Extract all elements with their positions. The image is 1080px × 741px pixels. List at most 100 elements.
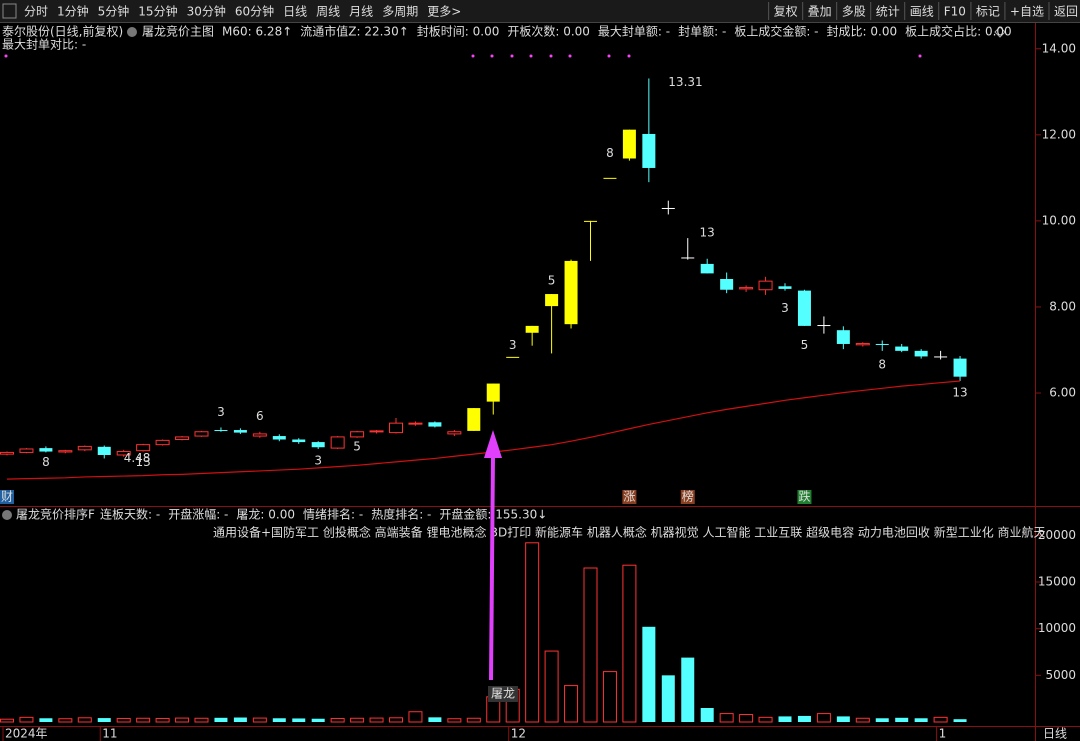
- marker: 跌: [798, 489, 810, 504]
- period-tab[interactable]: 1分钟: [57, 4, 89, 19]
- period-tab[interactable]: 日线: [283, 5, 307, 19]
- toolbar-button[interactable]: 返回: [1054, 5, 1078, 19]
- pointer-arrow-head: [484, 430, 502, 458]
- signal-dot: [471, 54, 475, 58]
- period-tab[interactable]: 多周期: [382, 5, 418, 19]
- candle-body: [369, 430, 384, 433]
- candle-body: [408, 422, 423, 425]
- toolbar-button[interactable]: 画线: [910, 5, 934, 19]
- signal-dot: [607, 54, 611, 58]
- volume-bar: [525, 542, 540, 723]
- candle-body: [622, 129, 636, 159]
- candle-body: [155, 439, 170, 446]
- candle-body: [136, 444, 151, 452]
- annotation: 3: [314, 454, 322, 468]
- volume-bar: [914, 718, 928, 722]
- signal-dot: [529, 54, 533, 58]
- panel-title: 屠龙竞价排序F: [16, 507, 95, 522]
- info-field: 最大封单额: -: [598, 25, 670, 39]
- period-tab[interactable]: 15分钟: [138, 4, 177, 19]
- y-tick-label: 5000: [1045, 668, 1076, 682]
- toolbar-button[interactable]: 统计: [876, 5, 900, 19]
- signal-dot: [510, 54, 514, 58]
- candle-body: [233, 430, 247, 433]
- signal-dot: [4, 54, 8, 58]
- period-tab[interactable]: 5分钟: [98, 4, 130, 19]
- info-field: 流通市值Z: 22.30↑: [300, 24, 409, 39]
- period-tab[interactable]: 月线: [349, 5, 373, 19]
- volume-bar: [583, 567, 598, 723]
- volume-bar: [816, 713, 831, 723]
- candle-body: [39, 448, 53, 452]
- gear-icon[interactable]: [2, 510, 12, 520]
- signal-dot: [918, 54, 922, 58]
- toolbar-button[interactable]: 叠加: [808, 5, 832, 19]
- marker-bg: [680, 490, 695, 504]
- volume-bar: [855, 717, 870, 723]
- marker-bg: [797, 490, 812, 504]
- period-tab[interactable]: 60分钟: [235, 4, 274, 19]
- volume-bar: [836, 716, 850, 722]
- pointer-arrow: [489, 454, 495, 681]
- toolbar-button[interactable]: +自选: [1010, 5, 1044, 19]
- x-tick-label: 12: [511, 727, 526, 741]
- candle-body: [545, 294, 559, 307]
- volume-bar: [700, 708, 714, 722]
- volume-bar: [214, 717, 228, 722]
- candle-body: [875, 343, 889, 345]
- toolbar-button[interactable]: 复权: [774, 5, 798, 19]
- annotation: 8: [42, 455, 50, 469]
- volume-bar: [602, 671, 617, 723]
- period-tab[interactable]: 分时: [24, 5, 48, 19]
- candle-body: [758, 280, 773, 291]
- candle-body: [447, 431, 462, 435]
- indicator-name: 屠龙竞价主图: [142, 25, 214, 39]
- y-tick-label: 8.00: [1049, 299, 1076, 313]
- volume-bar: [778, 716, 792, 722]
- volume-bar: [739, 714, 754, 723]
- annotation: 13.31: [668, 75, 702, 89]
- volume-bar: [895, 717, 909, 722]
- volume-bar: [953, 719, 967, 722]
- info-field: 封成比: 0.00: [827, 25, 898, 39]
- candle-body: [603, 177, 617, 179]
- volume-bar: [194, 717, 209, 723]
- marker: 涨: [623, 489, 635, 504]
- volume-bar: [175, 717, 190, 723]
- annotation: 13: [136, 455, 151, 469]
- arrow-label: 屠龙: [491, 687, 515, 701]
- candle-body: [58, 450, 73, 453]
- volume-bar: [758, 716, 773, 723]
- gear-icon[interactable]: [127, 27, 137, 37]
- toolbar-icon[interactable]: [2, 3, 17, 19]
- annotation: 13: [952, 386, 967, 400]
- period-tab[interactable]: 周线: [316, 5, 340, 19]
- toolbar-button[interactable]: 标记: [976, 5, 1000, 19]
- y-tick-label: 14.00: [1042, 41, 1076, 55]
- candle-body: [895, 346, 909, 351]
- volume-bar: [544, 650, 559, 723]
- volume-bar: [428, 717, 442, 722]
- candle-body: [350, 431, 365, 438]
- candle-body: [486, 383, 500, 402]
- candle-body: [214, 430, 228, 432]
- period-tab[interactable]: 30分钟: [187, 4, 226, 19]
- toolbar-bg: [0, 0, 1080, 22]
- volume-bar: [661, 675, 675, 722]
- toolbar-button[interactable]: 多股: [842, 5, 866, 19]
- volume-bar: [642, 626, 656, 722]
- candle-body: [817, 325, 831, 327]
- diamond-icon[interactable]: [994, 26, 1006, 38]
- volume-bar: [97, 718, 111, 722]
- candle-body: [0, 451, 14, 455]
- toolbar-button[interactable]: F10: [944, 5, 966, 19]
- signal-dot: [627, 54, 631, 58]
- candle-body: [19, 448, 34, 453]
- candle-body: [642, 133, 656, 168]
- period-tab[interactable]: 更多>: [427, 5, 461, 19]
- candle-body: [175, 436, 190, 440]
- candle-body: [525, 325, 539, 333]
